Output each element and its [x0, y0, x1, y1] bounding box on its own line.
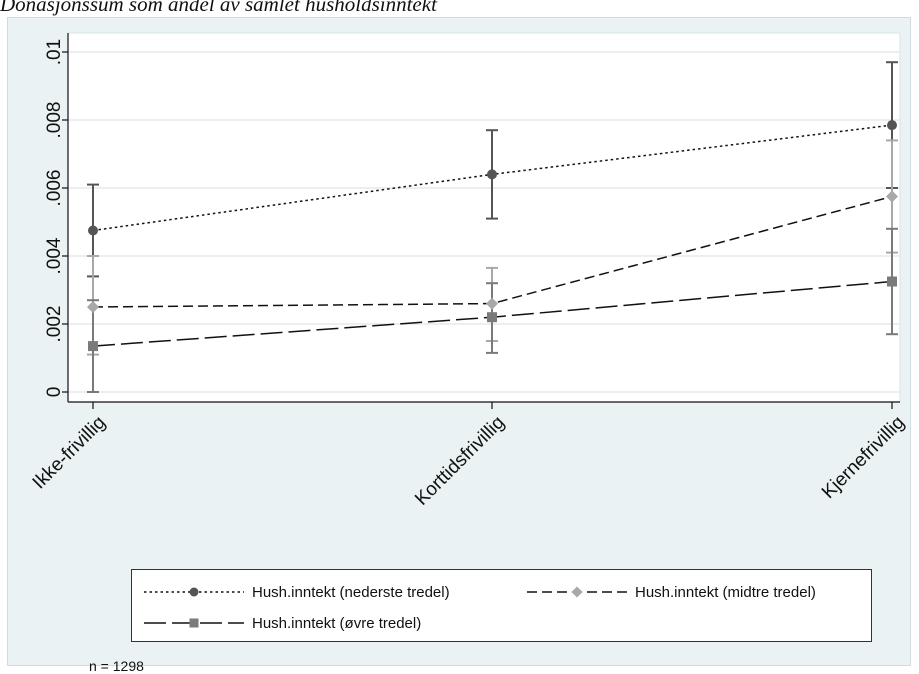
x-tick-label: Ikke-frivillig	[29, 412, 110, 493]
chart-title: Donasjonssum som andel av samlet hushold…	[0, 0, 437, 16]
legend-item-middle: Hush.inntekt (midtre tredel)	[527, 581, 816, 603]
data-point	[886, 190, 898, 203]
chart-frame: 0 .002 .004 .006 .008 .01 Ikke-frivillig Kortti…	[7, 17, 911, 674]
legend-label-middle: Hush.inntekt (midtre tredel)	[635, 583, 816, 601]
y-tick-label: .004	[44, 237, 65, 274]
y-tick-label: .01	[44, 39, 65, 65]
sample-size-note: n = 1298	[89, 658, 144, 674]
x-tick-label: Korttidsfrivillig	[411, 412, 509, 510]
legend-label-lower: Hush.inntekt (nederste tredel)	[252, 583, 450, 601]
plot-background	[67, 32, 901, 403]
y-tick-label: 0	[44, 387, 65, 398]
legend-label-upper: Hush.inntekt (øvre tredel)	[252, 614, 422, 632]
legend-swatch-upper	[144, 618, 244, 628]
data-point	[88, 341, 98, 352]
plot-area: 0 .002 .004 .006 .008 .01 Ikke-frivillig Kortti…	[29, 32, 909, 510]
data-point	[88, 225, 98, 236]
legend-item-lower: Hush.inntekt (nederste tredel)	[144, 581, 450, 603]
data-point	[887, 120, 897, 131]
y-tick-label: .006	[44, 170, 65, 207]
data-point	[486, 297, 498, 310]
y-tick-label: .002	[44, 306, 65, 343]
legend-swatch-lower	[144, 587, 244, 597]
data-point	[87, 301, 99, 313]
x-tick-label: Kjernefrivillig	[818, 412, 909, 503]
legend-swatch-middle	[527, 586, 627, 598]
legend: Hush.inntekt (nederste tredel) Hush.innt…	[131, 569, 872, 642]
legend-item-upper: Hush.inntekt (øvre tredel)	[144, 612, 421, 634]
data-point	[487, 312, 497, 323]
data-point	[887, 276, 897, 287]
y-tick-label: .008	[44, 102, 65, 139]
data-point	[487, 169, 497, 180]
